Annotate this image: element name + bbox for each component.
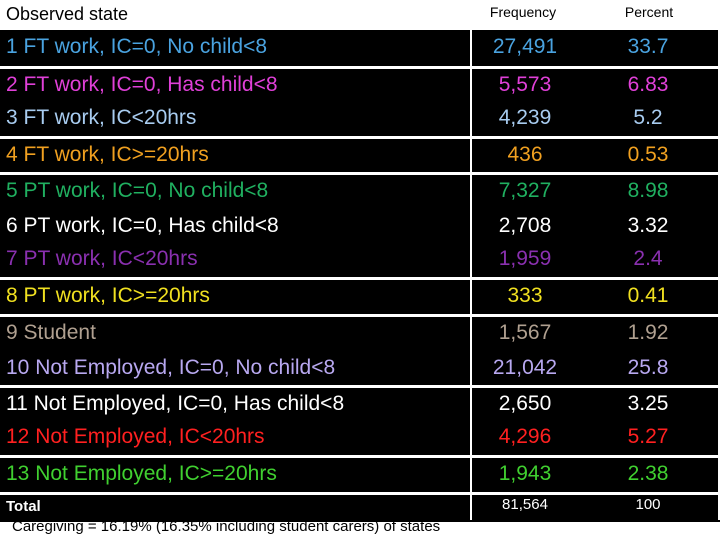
- row-group-divider: [0, 455, 720, 458]
- frequency-cell: 21,042: [470, 356, 580, 380]
- percent-cell: 3.32: [598, 214, 698, 238]
- total-percent: 100: [598, 496, 698, 513]
- percent-cell: 3.25: [598, 392, 698, 416]
- frequency-cell: 436: [470, 143, 580, 167]
- state-label: 3 FT work, IC<20hrs: [6, 106, 196, 130]
- frequency-cell: 4,239: [470, 106, 580, 130]
- frequency-cell: 4,296: [470, 425, 580, 449]
- percent-cell: 25.8: [598, 356, 698, 380]
- row-group-divider: [0, 492, 720, 495]
- state-label: 1 FT work, IC=0, No child<8: [6, 35, 267, 59]
- state-label: 9 Student: [6, 321, 96, 345]
- footer-note: Caregiving = 16.19% (16.35% including st…: [0, 522, 720, 540]
- frequency-cell: 1,943: [470, 462, 580, 486]
- frequency-cell: 7,327: [470, 179, 580, 203]
- percent-cell: 2.4: [598, 247, 698, 271]
- total-label: Total: [6, 498, 41, 515]
- percent-cell: 1.92: [598, 321, 698, 345]
- row-group-divider: [0, 385, 720, 388]
- frequency-cell: 2,650: [470, 392, 580, 416]
- frequency-cell: 27,491: [470, 35, 580, 59]
- frequency-cell: 333: [470, 284, 580, 308]
- state-label: 4 FT work, IC>=20hrs: [6, 143, 209, 167]
- column-header-frequency: Frequency: [478, 4, 568, 20]
- row-group-divider: [0, 136, 720, 139]
- percent-cell: 5.27: [598, 425, 698, 449]
- percent-cell: 8.98: [598, 179, 698, 203]
- state-label: 2 FT work, IC=0, Has child<8: [6, 73, 278, 97]
- state-label: 13 Not Employed, IC>=20hrs: [6, 462, 277, 486]
- row-group-divider: [0, 66, 720, 69]
- frequency-cell: 2,708: [470, 214, 580, 238]
- percent-cell: 0.41: [598, 284, 698, 308]
- state-label: 8 PT work, IC>=20hrs: [6, 284, 210, 308]
- state-label: 6 PT work, IC=0, Has child<8: [6, 214, 279, 238]
- percent-cell: 5.2: [598, 106, 698, 130]
- table-header: Observed state Frequency Percent: [0, 0, 720, 30]
- frequency-cell: 1,567: [470, 321, 580, 345]
- caregiving-note: Caregiving = 16.19% (16.35% including st…: [12, 518, 440, 535]
- frequency-cell: 1,959: [470, 247, 580, 271]
- percent-cell: 6.83: [598, 73, 698, 97]
- percent-cell: 33.7: [598, 35, 698, 59]
- row-group-divider: [0, 314, 720, 317]
- percent-cell: 0.53: [598, 143, 698, 167]
- column-header-percent: Percent: [604, 4, 694, 20]
- state-label: 12 Not Employed, IC<20hrs: [6, 425, 265, 449]
- state-label: 7 PT work, IC<20hrs: [6, 247, 198, 271]
- row-group-divider: [0, 277, 720, 280]
- total-frequency: 81,564: [470, 496, 580, 513]
- state-label: 5 PT work, IC=0, No child<8: [6, 179, 268, 203]
- row-group-divider: [0, 172, 720, 175]
- percent-cell: 2.38: [598, 462, 698, 486]
- column-header-observed-state: Observed state: [6, 4, 128, 25]
- state-label: 11 Not Employed, IC=0, Has child<8: [6, 392, 344, 416]
- state-label: 10 Not Employed, IC=0, No child<8: [6, 356, 335, 380]
- frequency-cell: 5,573: [470, 73, 580, 97]
